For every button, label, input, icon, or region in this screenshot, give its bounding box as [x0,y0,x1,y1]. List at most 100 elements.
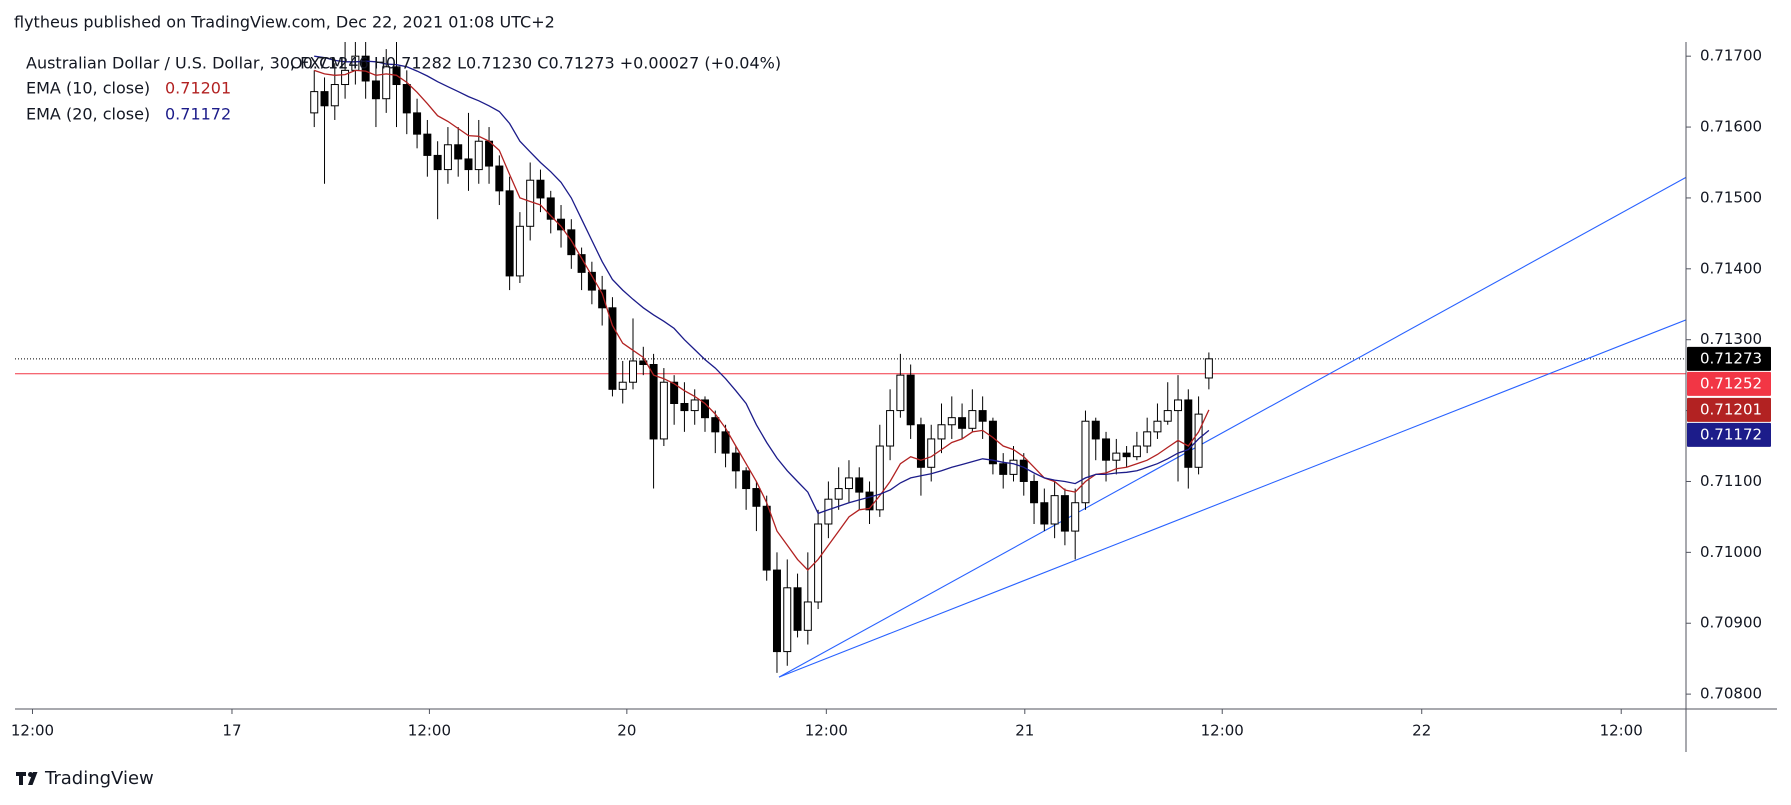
candle-body [515,225,524,277]
legend-name: EMA (20, close) [26,105,150,124]
candle-body [988,420,997,465]
candle-body [413,112,422,135]
candle-body [844,477,853,490]
candle-body [341,69,350,86]
legend-value: 0.71201 [165,79,231,98]
candle-body [670,381,679,404]
ema-line [314,55,1210,515]
candle-body [567,229,576,256]
hline-price-tag-bg [1687,371,1771,396]
candle-body [1050,495,1059,525]
candle-body [1081,420,1090,504]
candle-body [865,491,874,511]
candle-body [824,498,833,525]
candle-body [1153,420,1162,433]
candle-body [896,374,905,412]
candle-body [937,424,946,440]
candle-body [1019,459,1028,482]
ema-price-tag: 0.71201 [1700,400,1762,418]
candle-body [1132,445,1141,458]
legend: Australian Dollar / U.S. Dollar, 30, FXC… [26,54,781,124]
ema-price-tag: 0.71172 [1700,425,1762,443]
candle-body [382,66,391,100]
candle-body [793,587,802,631]
x-tick-label: 21 [1015,722,1034,740]
candle-body [464,158,473,171]
x-tick-label: 20 [617,722,636,740]
last-price-tag-bg [1687,346,1771,371]
y-tick-label: 0.70800 [1700,685,1762,703]
candle-body [772,569,781,653]
y-tick-label: 0.71700 [1700,47,1762,65]
candle-body [855,477,864,493]
candle-body [752,488,761,507]
logo-mark [28,772,38,785]
candle-body [1009,459,1018,475]
candle-body [536,179,545,199]
symbol-title: Australian Dollar / U.S. Dollar, 30, FXC… [26,54,344,73]
candle-body [330,84,339,107]
candle-body [659,381,668,440]
candle-body [1204,358,1213,379]
ohlc-values: O0.71246 H0.71282 L0.71230 C0.71273 +0.0… [290,54,781,73]
candle-body [906,374,915,426]
candle-body [1060,495,1069,532]
candle-body [608,307,617,390]
candle-body [875,445,884,511]
y-tick-label: 0.70900 [1700,614,1762,632]
candle-body [711,417,720,433]
candle-body [433,154,442,171]
candle-body [485,140,494,167]
candle-body [958,417,967,429]
candle-body [968,410,977,429]
y-tick-label: 0.71100 [1700,472,1762,490]
x-tick-label: 12:00 [11,722,54,740]
candle-body [1112,452,1121,461]
candle-body [680,402,689,412]
x-tick-label: 12:00 [1600,722,1643,740]
candle-body [454,144,463,160]
footer-brand: TradingView [44,768,154,789]
tradingview-logo: TradingView [16,768,154,789]
trend-line [778,319,1686,678]
candle-body [978,410,987,422]
candle-body [310,91,319,114]
candle-body [474,140,483,171]
x-tick-label: 17 [222,722,241,740]
candle-body [1030,480,1039,504]
candle-body [1163,410,1172,422]
y-tick-label: 0.71300 [1700,330,1762,348]
candle-body [999,463,1008,475]
candle-body [834,488,843,500]
candle-body [916,424,925,468]
hline-price-tag: 0.71252 [1700,374,1762,392]
candle-body [557,218,566,231]
candle-body [629,360,638,383]
y-tick-label: 0.71400 [1700,259,1762,277]
last-price-tag: 0.71273 [1700,349,1762,367]
candle-body [1174,399,1183,412]
x-tick-label: 12:00 [805,722,848,740]
publish-header: flytheus published on TradingView.com, D… [14,13,555,32]
candle-body [649,364,658,440]
candle-body [742,470,751,490]
candle-body [1102,438,1111,461]
candle-body [598,289,607,309]
candle-body [402,84,411,114]
y-tick-label: 0.71500 [1700,188,1762,206]
candle-body [618,381,627,390]
candle-body [762,505,771,571]
candle-body [526,179,535,227]
candle-body [495,165,504,192]
candle-body [783,587,792,653]
x-tick-label: 12:00 [408,722,451,740]
candle-body [700,399,709,419]
candle-body [927,438,936,468]
ema-line [313,69,1210,572]
plot-area [15,42,1686,678]
candle-body [505,190,514,277]
y-tick-label: 0.71000 [1700,543,1762,561]
legend-name: EMA (10, close) [26,79,150,98]
